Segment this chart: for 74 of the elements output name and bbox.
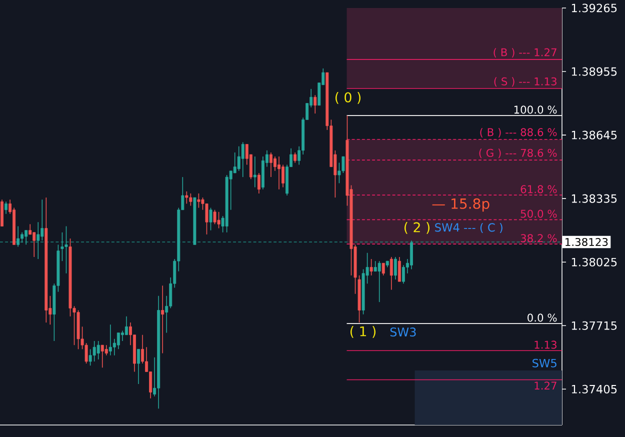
annotation: SW4 --- ( C ) <box>435 222 502 234</box>
candlestick <box>60 232 64 262</box>
ref-line-label: ( B ) --- 88.6 % <box>480 128 557 138</box>
candlestick <box>217 211 220 229</box>
candlestick <box>116 332 120 350</box>
candlestick <box>40 199 44 241</box>
annotation: 0.0 % <box>528 314 557 322</box>
candlestick <box>92 340 96 362</box>
candlestick <box>314 94 317 114</box>
candlestick <box>257 172 260 194</box>
candlestick <box>16 226 20 248</box>
candlestick <box>205 203 208 235</box>
candlestick <box>161 285 164 354</box>
ref-line-label: ( B ) --- 1.27 <box>494 48 556 58</box>
ref-line-label: 1.38123 <box>566 238 608 246</box>
candlestick <box>88 348 92 366</box>
candlestick <box>104 344 108 356</box>
y-tick-label: 1.37405 <box>572 384 617 394</box>
annotation: 1.13 <box>534 340 556 349</box>
candlestick <box>253 156 256 188</box>
candlestick <box>370 258 373 276</box>
ref-line-label: ( S ) --- 1.13 <box>494 77 556 87</box>
y-tick-label: 1.38025 <box>572 258 617 266</box>
candlestick <box>197 193 200 208</box>
candlestick <box>124 316 128 336</box>
candlestick <box>269 152 272 178</box>
candlestick <box>282 164 284 188</box>
candlestick <box>20 232 24 244</box>
candlestick <box>390 256 393 290</box>
y-tick-label: 1.38955 <box>572 67 617 76</box>
y-tick-label: 1.37715 <box>572 321 617 330</box>
candlestick <box>108 324 112 356</box>
candlestick <box>4 201 8 214</box>
candlestick <box>237 146 240 172</box>
annotation: 1.27 <box>534 382 556 390</box>
candlestick <box>96 340 100 360</box>
candlestick <box>274 156 276 172</box>
annotation: ( 2 ) <box>404 222 430 234</box>
y-tick-label: 1.38645 <box>572 130 617 140</box>
annotation: SW3 <box>390 327 416 337</box>
annotation: 50.0 % <box>520 210 557 218</box>
candlestick <box>402 264 405 284</box>
y-tick-label: 1.38335 <box>572 194 617 203</box>
candlestick <box>84 342 88 364</box>
candlestick <box>398 256 401 282</box>
candlestick <box>64 226 68 274</box>
candlestick <box>342 156 345 174</box>
candlestick <box>241 142 244 178</box>
candlestick <box>378 260 381 302</box>
annotation: — 15.8p <box>432 198 490 212</box>
annotation: ( 0 ) <box>335 92 361 104</box>
y-tick-label: 1.39265 <box>572 4 617 12</box>
candlestick <box>374 260 377 272</box>
annotation: SW5 <box>532 358 556 368</box>
annotation: 38.2 % <box>520 234 557 242</box>
candlestick <box>32 232 36 258</box>
candlestick <box>120 330 124 342</box>
candlestick <box>100 344 104 368</box>
candlestick <box>382 262 385 276</box>
candlestick <box>213 209 216 225</box>
candlestick <box>394 256 397 280</box>
annotation: 100.0 % <box>514 106 557 114</box>
candlestick <box>278 156 280 190</box>
annotation: ( 1 ) <box>350 326 376 338</box>
candlestick <box>410 240 413 270</box>
ref-line-label: ( G ) --- 78.6 % <box>479 148 557 158</box>
candlestick <box>209 207 212 231</box>
candlestick <box>24 230 28 246</box>
annotation: 61.8 % <box>520 185 557 194</box>
candlestick <box>189 193 192 206</box>
candlestick <box>294 152 297 164</box>
candlestick <box>36 222 40 260</box>
candlestick <box>185 191 188 204</box>
candlestick <box>137 348 140 384</box>
